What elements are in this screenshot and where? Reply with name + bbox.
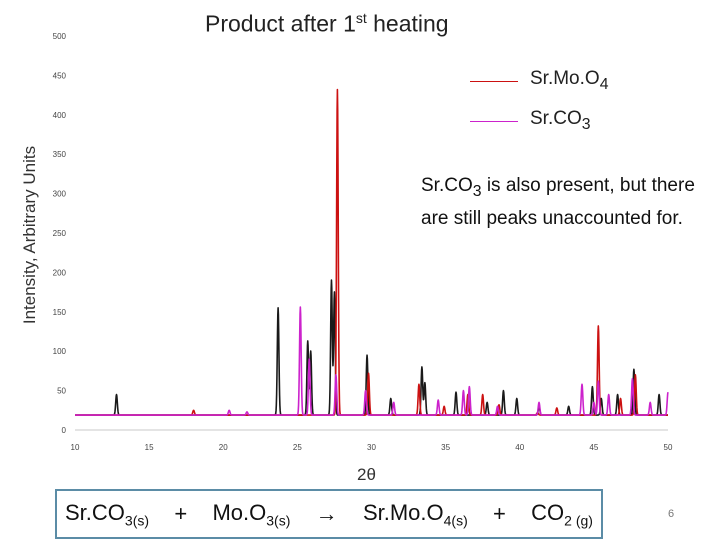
chart-title: Product after 1st heating <box>205 10 449 38</box>
y-tick-label: 250 <box>53 229 67 238</box>
reactant-srco3-sub: 3(s) <box>124 512 150 529</box>
product-co2: CO2 (g) <box>531 500 593 528</box>
legend-item-srmoo4: Sr.Mo.O4 <box>470 66 609 96</box>
reactant-srco3-main: Sr.CO <box>65 499 125 525</box>
x-tick-label: 20 <box>219 443 228 452</box>
x-tick-label: 45 <box>589 443 598 452</box>
chart-title-end: heating <box>366 10 449 37</box>
product-srmoo4-main: Sr.Mo.O <box>362 499 444 525</box>
reactant-srco3: Sr.CO3(s) <box>65 500 149 528</box>
x-tick-label: 30 <box>367 443 376 452</box>
x-tick-label: 15 <box>145 443 154 452</box>
legend-label-srmoo4-main: Sr.Mo.O <box>530 68 600 90</box>
x-tick-label: 40 <box>515 443 524 452</box>
page-number: 6 <box>668 508 675 520</box>
y-tick-label: 400 <box>53 111 67 120</box>
legend-swatch-srmoo4 <box>470 80 518 82</box>
reactant-moo3: Mo.O3(s) <box>212 500 290 528</box>
y-tick-label: 0 <box>62 426 67 435</box>
y-tick-label: 450 <box>53 71 67 80</box>
x-axis-label: 2θ <box>357 465 376 484</box>
annotation-note: Sr.CO3 is also present, but there are st… <box>421 172 701 232</box>
product-srmoo4: Sr.Mo.O4(s) <box>363 500 468 528</box>
y-tick-label: 100 <box>53 347 67 356</box>
series-line-unlabeled-0 <box>74 279 669 416</box>
product-co2-sub: 2 (g) <box>564 512 593 529</box>
plus-sign-1: + <box>174 501 188 526</box>
y-tick-label: 150 <box>53 308 67 317</box>
y-tick-label: 300 <box>53 190 67 199</box>
legend-label-srmoo4: Sr.Mo.O4 <box>530 68 609 94</box>
x-tick-label: 50 <box>664 443 673 452</box>
reactant-moo3-main: Mo.O <box>212 499 267 525</box>
legend-swatch-srco3 <box>470 120 518 122</box>
series-line-sr-co3-2 <box>74 306 669 416</box>
y-tick-label: 500 <box>53 32 67 41</box>
legend-label-srco3-sub: 3 <box>581 115 591 133</box>
product-co2-main: CO <box>531 499 565 525</box>
legend-label-srco3: Sr.CO3 <box>530 108 591 134</box>
product-srmoo4-sub: 4(s) <box>443 512 468 529</box>
y-tick-label: 200 <box>53 268 67 277</box>
y-tick-label: 50 <box>57 387 66 396</box>
x-tick-label: 25 <box>293 443 302 452</box>
legend-label-srco3-main: Sr.CO <box>530 108 582 130</box>
plus-sign-2: + <box>493 501 506 526</box>
y-axis-label: Intensity, Arbitrary Units <box>20 145 39 325</box>
chart-title-main: Product after 1 <box>205 10 356 37</box>
note-part-sub: 3 <box>472 182 482 200</box>
chart-traces <box>74 88 669 416</box>
x-tick-label: 35 <box>441 443 450 452</box>
reactant-moo3-sub: 3(s) <box>266 512 291 529</box>
series-line-sr-mo-o4-1 <box>74 88 669 416</box>
reaction-arrow: → <box>315 501 338 526</box>
legend-label-srmoo4-sub: 4 <box>599 75 609 93</box>
reaction-equation: Sr.CO3(s) + Mo.O3(s) → Sr.Mo.O4(s) + CO2… <box>55 489 603 539</box>
y-tick-label: 350 <box>53 150 67 159</box>
legend-item-srco3: Sr.CO3 <box>470 106 591 136</box>
note-part-c: is also present, but there are still pea… <box>421 175 695 229</box>
chart-title-sup: st <box>355 10 367 26</box>
x-tick-label: 10 <box>71 443 80 452</box>
note-part-a: Sr.CO <box>421 175 473 196</box>
